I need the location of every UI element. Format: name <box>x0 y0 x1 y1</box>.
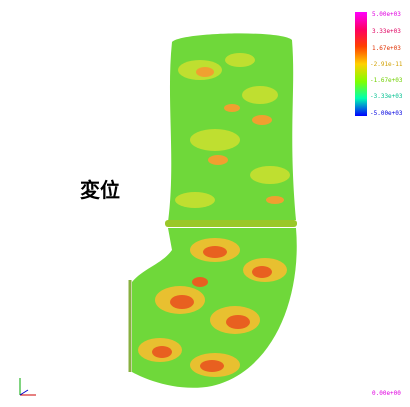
legend-label: 1.67e+03 <box>372 45 401 52</box>
axis-triad <box>19 378 36 396</box>
legend-label: -2.91e-11 <box>370 61 403 68</box>
legend-label: -5.00e+03 <box>370 110 403 117</box>
footer-value: 0.00e+00 <box>372 390 401 397</box>
field-label: 変位 <box>80 178 120 202</box>
flange <box>165 220 297 227</box>
legend-label: 3.33e+03 <box>372 28 401 35</box>
pipe-surface <box>132 33 297 388</box>
color-bar <box>355 12 367 116</box>
legend-label: 5.00e+03 <box>372 11 401 18</box>
legend-label: -3.33e+03 <box>370 93 403 100</box>
legend-label: -1.67e+03 <box>370 77 403 84</box>
